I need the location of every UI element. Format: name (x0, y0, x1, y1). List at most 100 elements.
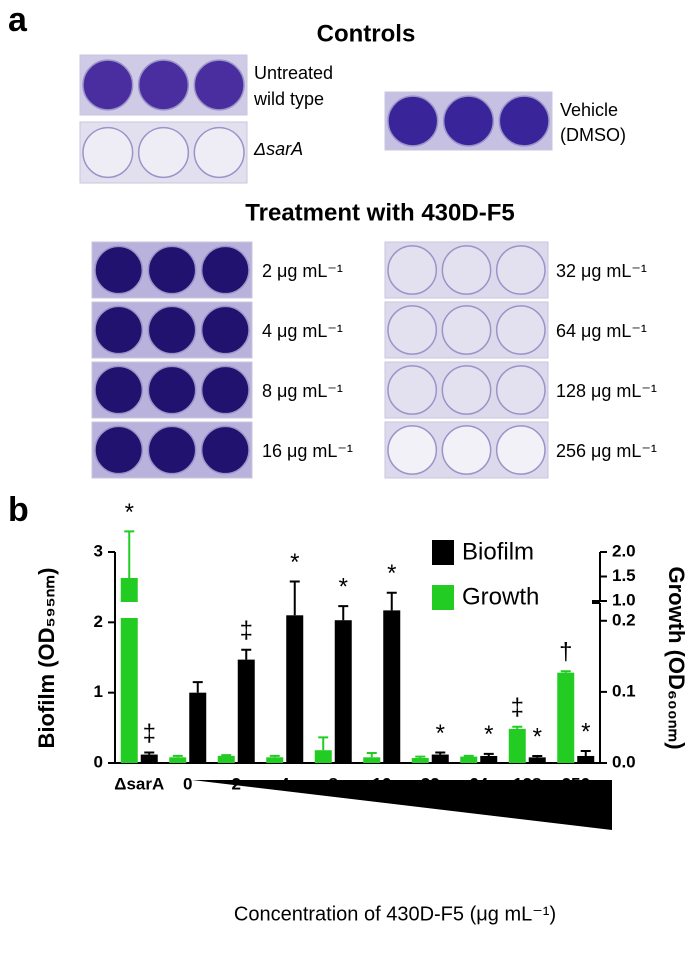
well (200, 305, 250, 355)
x-tick-label: 64 (469, 774, 488, 793)
legend-label: Growth (462, 583, 539, 610)
well (441, 305, 492, 355)
bar (189, 692, 207, 763)
panel-label: b (8, 491, 29, 529)
well (147, 425, 197, 475)
well (94, 365, 144, 415)
y2-tick-label: 2.0 (612, 541, 636, 560)
well (147, 245, 197, 295)
x-tick-label: 8 (329, 774, 338, 793)
significance-marker: * (387, 560, 396, 587)
well (200, 425, 250, 475)
error-bar (289, 580, 300, 616)
error-bar (221, 754, 232, 757)
axis-break (119, 602, 139, 618)
error-bar (192, 681, 203, 693)
significance-marker: ‡ (240, 617, 253, 644)
well (94, 245, 144, 295)
significance-marker: * (533, 723, 542, 750)
error-bar (318, 736, 329, 751)
concentration-wedge (192, 780, 612, 830)
error-bar (435, 751, 446, 755)
well (387, 245, 438, 295)
bar (120, 577, 138, 763)
x-tick-label: 128 (513, 774, 541, 793)
error-bar (241, 648, 252, 660)
bar (217, 755, 235, 763)
control-label: ΔsarA (253, 139, 303, 159)
x-axis-title: Concentration of 430D-F5 (μg mL⁻¹) (234, 903, 556, 925)
y2-tick-label: 0.0 (612, 752, 636, 771)
well (147, 305, 197, 355)
bar (508, 728, 526, 763)
y-tick-label: 2 (94, 612, 103, 631)
x-tick-label: 32 (421, 774, 440, 793)
well (387, 365, 438, 415)
well (94, 305, 144, 355)
well (147, 365, 197, 415)
error-bar (483, 752, 494, 756)
error-bar (172, 754, 183, 758)
treatment-label: 8 μg mL⁻¹ (262, 381, 343, 401)
error-bar (415, 755, 426, 759)
error-bar (144, 751, 155, 755)
treatment-title: Treatment with 430D-F5 (245, 199, 514, 226)
bar (528, 757, 546, 763)
well (82, 59, 134, 111)
y-tick-label: 0 (94, 752, 103, 771)
control-label: Untreated (254, 63, 333, 83)
bar (286, 615, 304, 763)
well (193, 126, 245, 179)
legend-swatch (432, 585, 454, 610)
bar (140, 754, 158, 763)
bar (480, 755, 498, 763)
bar (169, 757, 187, 763)
panel-label: a (8, 1, 28, 39)
significance-marker: * (339, 574, 348, 601)
error-bar (463, 754, 474, 757)
error-bar (580, 750, 591, 756)
controls-title: Controls (317, 20, 416, 47)
well (387, 95, 439, 147)
well (498, 95, 550, 147)
x-tick-label: 4 (280, 774, 290, 793)
significance-marker: * (581, 718, 590, 745)
well (495, 365, 546, 415)
bar (411, 758, 429, 763)
well (137, 59, 190, 111)
error-bar (386, 591, 397, 611)
legend-swatch (432, 540, 454, 565)
y-tick-label: 1 (94, 682, 103, 701)
well (441, 245, 492, 295)
significance-marker: ‡ (511, 694, 524, 721)
well (193, 59, 245, 111)
significance-marker: ‡ (143, 720, 156, 747)
well (441, 425, 492, 475)
treatment-label: 64 μg mL⁻¹ (556, 321, 647, 341)
bar (314, 750, 332, 763)
bar (237, 659, 255, 763)
significance-marker: * (290, 549, 299, 576)
bar (460, 756, 478, 763)
legend-label: Biofilm (462, 538, 534, 565)
control-label: (DMSO) (560, 125, 626, 145)
significance-marker: * (436, 720, 445, 747)
treatment-label: 16 μg mL⁻¹ (262, 441, 353, 461)
error-bar (124, 530, 135, 578)
well (387, 425, 438, 475)
error-bar (338, 605, 349, 621)
error-bar (366, 752, 377, 758)
well (442, 95, 495, 147)
x-tick-label: 256 (562, 774, 590, 793)
significance-marker: * (125, 499, 134, 526)
y2-tick-label: 1.0 (612, 590, 636, 609)
x-tick-label: 2 (232, 774, 241, 793)
treatment-label: 4 μg mL⁻¹ (262, 321, 343, 341)
y2-tick-label: 0.2 (612, 610, 636, 629)
y2-tick-label: 1.5 (612, 566, 636, 585)
bar (383, 610, 401, 763)
x-tick-label: 0 (183, 774, 192, 793)
control-label: Vehicle (560, 100, 618, 120)
well (495, 425, 546, 475)
